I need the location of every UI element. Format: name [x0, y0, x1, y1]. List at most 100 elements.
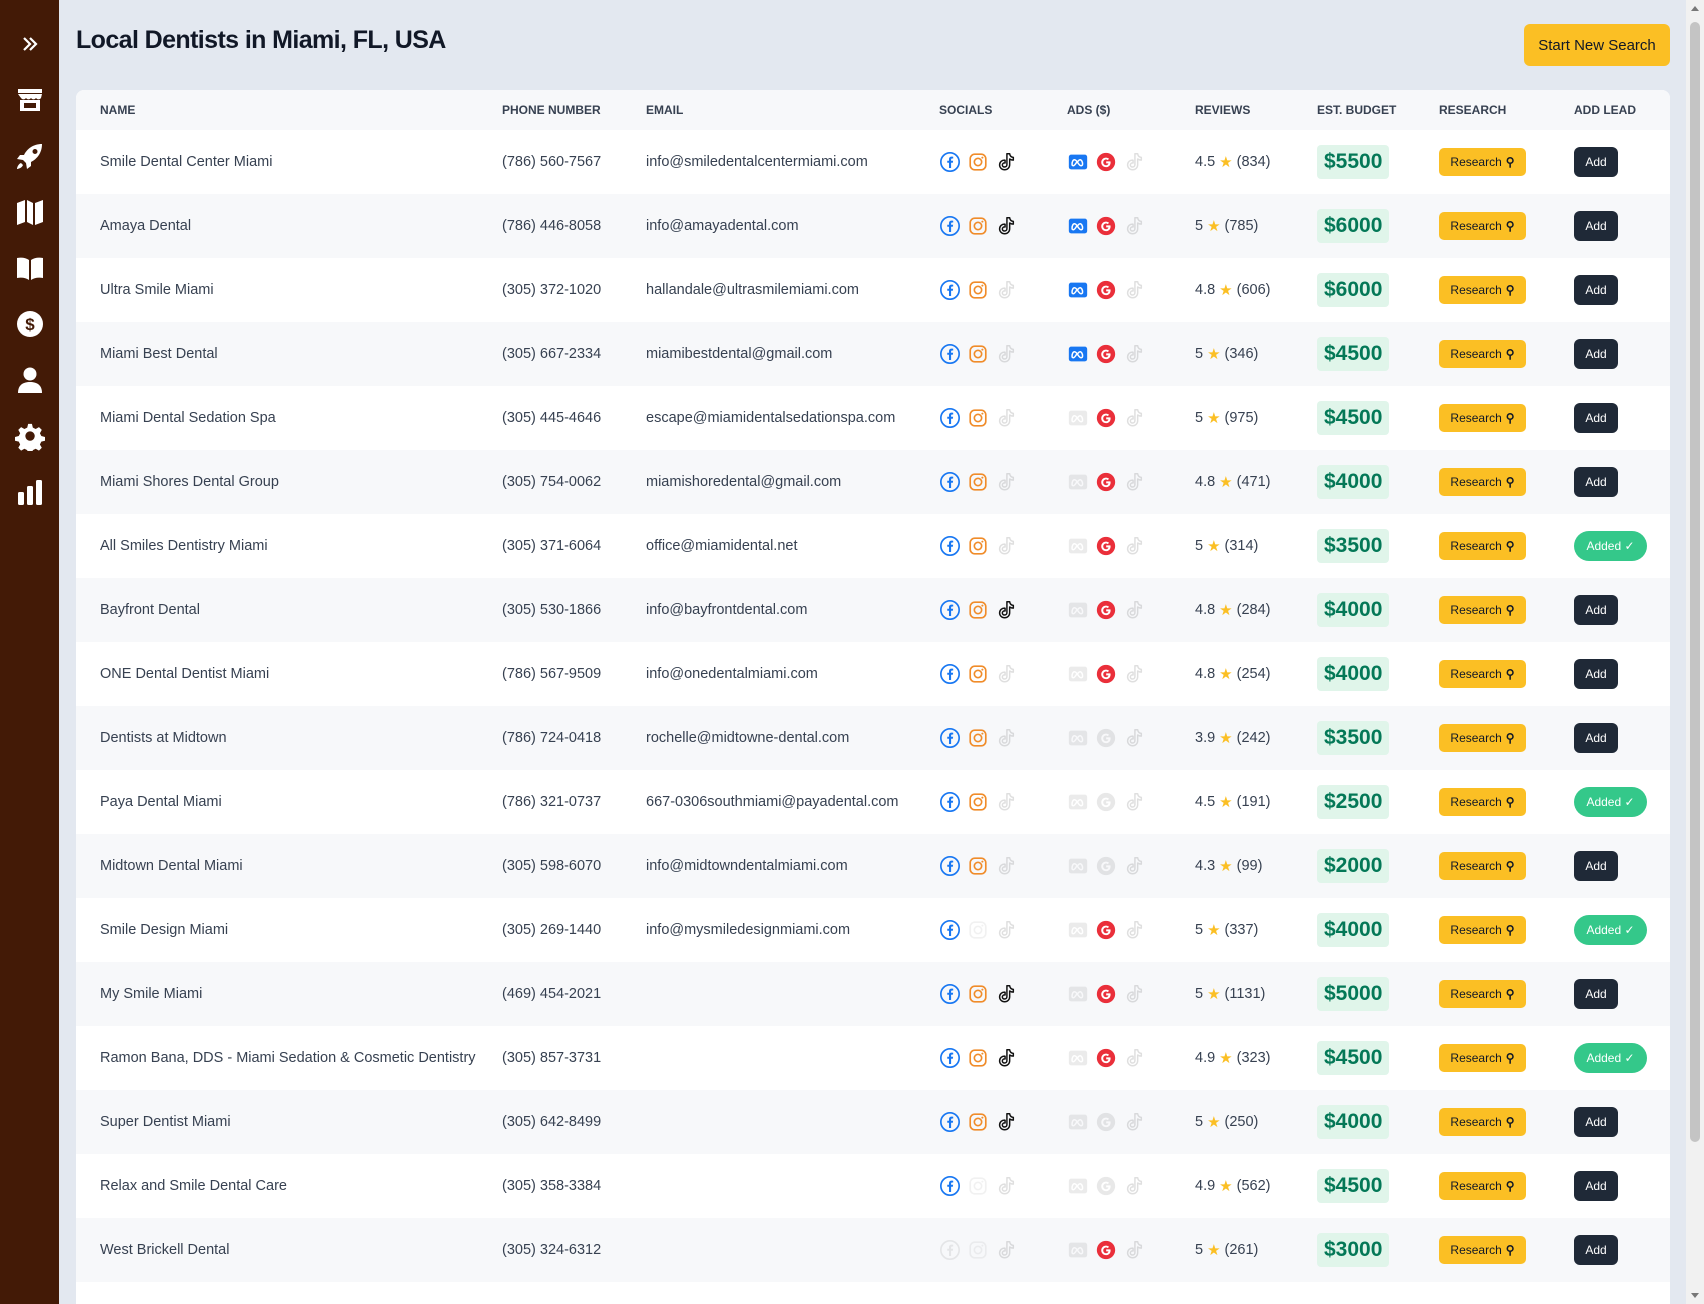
- facebook-icon[interactable]: [939, 1111, 961, 1133]
- facebook-icon[interactable]: [939, 1175, 961, 1197]
- add-lead-button[interactable]: Add: [1574, 403, 1618, 433]
- meta-ads-icon[interactable]: [1067, 343, 1089, 365]
- instagram-icon[interactable]: [967, 791, 989, 813]
- instagram-icon[interactable]: [967, 983, 989, 1005]
- research-button[interactable]: Research ⚲: [1439, 724, 1526, 752]
- facebook-icon[interactable]: [939, 1047, 961, 1069]
- tiktok-icon[interactable]: [995, 215, 1017, 237]
- instagram-icon[interactable]: [967, 151, 989, 173]
- instagram-icon[interactable]: [967, 535, 989, 557]
- facebook-icon[interactable]: [939, 599, 961, 621]
- google-ads-icon[interactable]: [1095, 535, 1117, 557]
- research-button[interactable]: Research ⚲: [1439, 1236, 1526, 1264]
- google-ads-icon[interactable]: [1095, 471, 1117, 493]
- header-add-lead[interactable]: ADD LEAD: [1574, 103, 1636, 117]
- facebook-icon[interactable]: [939, 983, 961, 1005]
- start-new-search-button[interactable]: Start New Search: [1524, 24, 1670, 66]
- google-ads-icon[interactable]: [1095, 279, 1117, 301]
- scroll-up-arrow-icon[interactable]: [1691, 6, 1699, 11]
- added-lead-button[interactable]: Added ✓: [1574, 1043, 1647, 1073]
- facebook-icon[interactable]: [939, 407, 961, 429]
- header-name[interactable]: NAME: [100, 103, 136, 117]
- sidebar-item-account[interactable]: [0, 352, 59, 408]
- instagram-icon[interactable]: [967, 471, 989, 493]
- add-lead-button[interactable]: Add: [1574, 275, 1618, 305]
- add-lead-button[interactable]: Add: [1574, 1235, 1618, 1265]
- research-button[interactable]: Research ⚲: [1439, 1108, 1526, 1136]
- research-button[interactable]: Research ⚲: [1439, 1044, 1526, 1072]
- google-ads-icon[interactable]: [1095, 983, 1117, 1005]
- instagram-icon[interactable]: [967, 279, 989, 301]
- google-ads-icon[interactable]: [1095, 663, 1117, 685]
- research-button[interactable]: Research ⚲: [1439, 212, 1526, 240]
- google-ads-icon[interactable]: [1095, 919, 1117, 941]
- research-button[interactable]: Research ⚲: [1439, 404, 1526, 432]
- added-lead-button[interactable]: Added ✓: [1574, 787, 1647, 817]
- facebook-icon[interactable]: [939, 855, 961, 877]
- facebook-icon[interactable]: [939, 343, 961, 365]
- facebook-icon[interactable]: [939, 791, 961, 813]
- google-ads-icon[interactable]: [1095, 599, 1117, 621]
- google-ads-icon[interactable]: [1095, 343, 1117, 365]
- add-lead-button[interactable]: Add: [1574, 723, 1618, 753]
- research-button[interactable]: Research ⚲: [1439, 980, 1526, 1008]
- facebook-icon[interactable]: [939, 663, 961, 685]
- tiktok-icon[interactable]: [995, 1047, 1017, 1069]
- meta-ads-icon[interactable]: [1067, 215, 1089, 237]
- tiktok-icon[interactable]: [995, 1111, 1017, 1133]
- header-budget[interactable]: EST. BUDGET: [1317, 103, 1397, 117]
- sidebar-item-analytics[interactable]: [0, 464, 59, 520]
- facebook-icon[interactable]: [939, 151, 961, 173]
- add-lead-button[interactable]: Add: [1574, 979, 1618, 1009]
- research-button[interactable]: Research ⚲: [1439, 788, 1526, 816]
- google-ads-icon[interactable]: [1095, 215, 1117, 237]
- research-button[interactable]: Research ⚲: [1439, 660, 1526, 688]
- research-button[interactable]: Research ⚲: [1439, 148, 1526, 176]
- instagram-icon[interactable]: [967, 727, 989, 749]
- instagram-icon[interactable]: [967, 663, 989, 685]
- add-lead-button[interactable]: Add: [1574, 147, 1618, 177]
- research-button[interactable]: Research ⚲: [1439, 340, 1526, 368]
- instagram-icon[interactable]: [967, 1047, 989, 1069]
- facebook-icon[interactable]: [939, 727, 961, 749]
- header-reviews[interactable]: REVIEWS: [1195, 103, 1251, 117]
- scroll-down-arrow-icon[interactable]: [1691, 1293, 1699, 1298]
- instagram-icon[interactable]: [967, 855, 989, 877]
- instagram-icon[interactable]: [967, 407, 989, 429]
- instagram-icon[interactable]: [967, 215, 989, 237]
- added-lead-button[interactable]: Added ✓: [1574, 531, 1647, 561]
- header-research[interactable]: RESEARCH: [1439, 103, 1507, 117]
- sidebar-item-map[interactable]: [0, 184, 59, 240]
- research-button[interactable]: Research ⚲: [1439, 852, 1526, 880]
- tiktok-icon[interactable]: [995, 151, 1017, 173]
- add-lead-button[interactable]: Add: [1574, 339, 1618, 369]
- add-lead-button[interactable]: Add: [1574, 211, 1618, 241]
- header-email[interactable]: EMAIL: [646, 103, 684, 117]
- research-button[interactable]: Research ⚲: [1439, 468, 1526, 496]
- sidebar-item-settings[interactable]: [0, 408, 59, 464]
- research-button[interactable]: Research ⚲: [1439, 532, 1526, 560]
- google-ads-icon[interactable]: [1095, 407, 1117, 429]
- meta-ads-icon[interactable]: [1067, 279, 1089, 301]
- sidebar-item-stores[interactable]: [0, 72, 59, 128]
- sidebar-item-guides[interactable]: [0, 240, 59, 296]
- scrollbar-thumb[interactable]: [1690, 22, 1700, 1142]
- research-button[interactable]: Research ⚲: [1439, 596, 1526, 624]
- added-lead-button[interactable]: Added ✓: [1574, 915, 1647, 945]
- header-phone[interactable]: PHONE NUMBER: [502, 103, 601, 117]
- add-lead-button[interactable]: Add: [1574, 659, 1618, 689]
- research-button[interactable]: Research ⚲: [1439, 1172, 1526, 1200]
- facebook-icon[interactable]: [939, 471, 961, 493]
- google-ads-icon[interactable]: [1095, 1239, 1117, 1261]
- header-ads[interactable]: ADS ($): [1067, 103, 1111, 117]
- sidebar-expand-button[interactable]: [0, 16, 59, 72]
- research-button[interactable]: Research ⚲: [1439, 276, 1526, 304]
- tiktok-icon[interactable]: [995, 599, 1017, 621]
- google-ads-icon[interactable]: [1095, 1047, 1117, 1069]
- add-lead-button[interactable]: Add: [1574, 851, 1618, 881]
- add-lead-button[interactable]: Add: [1574, 1107, 1618, 1137]
- facebook-icon[interactable]: [939, 919, 961, 941]
- research-button[interactable]: Research ⚲: [1439, 916, 1526, 944]
- sidebar-item-billing[interactable]: $: [0, 296, 59, 352]
- facebook-icon[interactable]: [939, 535, 961, 557]
